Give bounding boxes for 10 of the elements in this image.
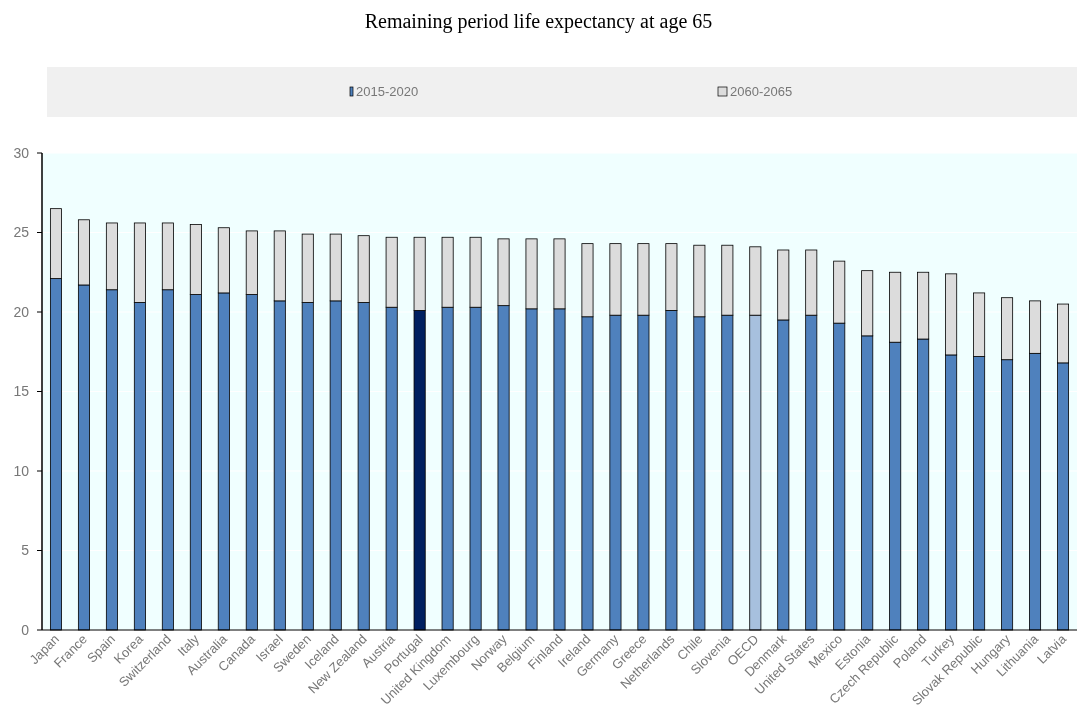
y-tick-label: 0: [21, 621, 30, 638]
y-tick-label: 5: [21, 542, 30, 559]
y-tick-label: 20: [13, 303, 30, 320]
legend-label: 2060-2065: [730, 84, 793, 99]
chart-title: Remaining period life expectancy at age 65: [364, 10, 713, 33]
y-tick-label: 25: [13, 224, 30, 241]
y-tick-label: 15: [13, 383, 30, 400]
y-tick-label: 10: [13, 462, 30, 479]
y-tick-label: 30: [13, 144, 30, 161]
legend-label: 2015-2020: [356, 84, 419, 99]
